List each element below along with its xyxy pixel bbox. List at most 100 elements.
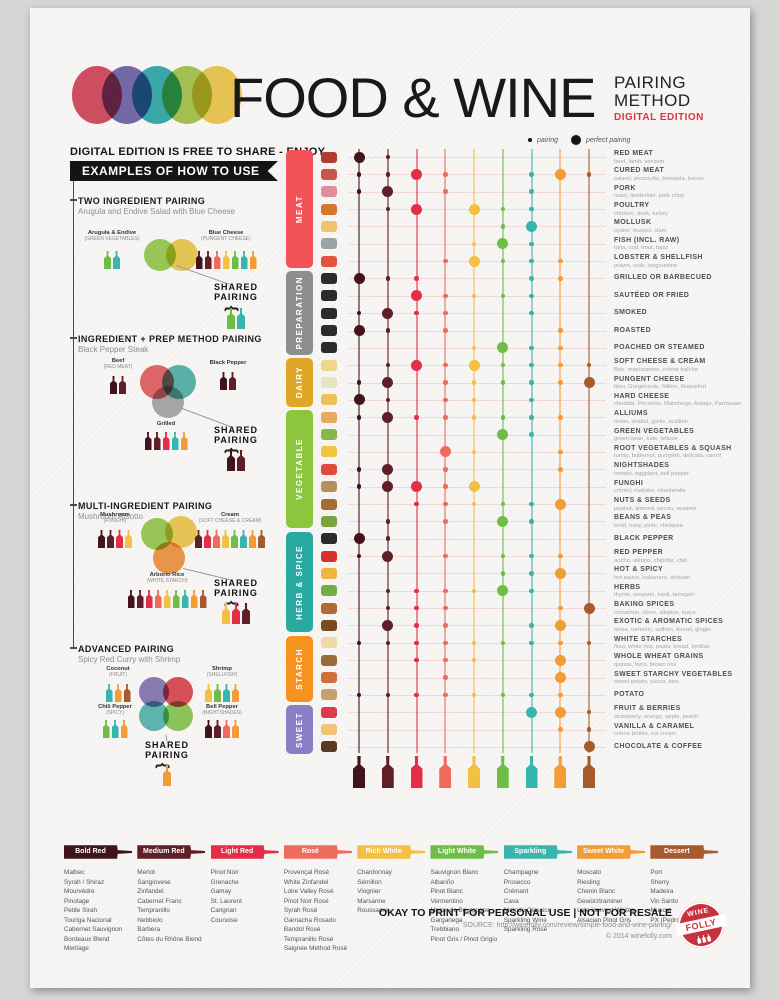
wine-variety: Syrah Rosé xyxy=(283,907,318,914)
pairing-dot xyxy=(443,484,448,489)
row-line xyxy=(348,417,606,419)
food-name: BEANS & PEAS xyxy=(614,514,672,522)
wine-column-line-sparkling xyxy=(530,149,533,753)
pairing-dot xyxy=(443,258,448,264)
wine-bottle-icon xyxy=(240,530,247,548)
ingredient-category: (NIGHTSHADES) xyxy=(202,710,242,716)
pairing-dot xyxy=(385,519,390,524)
pairing-dot xyxy=(529,258,534,264)
wine-bottle-icon xyxy=(227,308,235,329)
wine-bottle-icon xyxy=(199,590,207,608)
row-line xyxy=(348,278,606,280)
edition-label: DIGITAL EDITION xyxy=(614,112,704,123)
wine-type-label: Bold Red xyxy=(75,848,106,855)
tomato-icon xyxy=(321,463,337,475)
wine-bottle-icon xyxy=(496,756,509,788)
wine-bottle-icon xyxy=(220,372,227,390)
wine-bottle-icon xyxy=(181,590,189,608)
pairing-dot xyxy=(500,380,505,385)
chili-icon xyxy=(321,550,337,562)
ingredient-name: Cream xyxy=(220,512,240,518)
bottle-row xyxy=(105,684,131,702)
pairing-dot xyxy=(529,640,534,646)
share-note: DIGITAL EDITION IS FREE TO SHARE - ENJOY xyxy=(70,146,326,158)
pairing-dot xyxy=(471,345,477,351)
wine-variety: Cava xyxy=(503,897,519,905)
wine-bottle-header: Bold Red xyxy=(64,845,132,859)
bottle-row xyxy=(227,308,245,329)
wine-variety-list: Provençal Rosé White Zinfandel Loire Valle… xyxy=(284,868,357,954)
wine-bottle-icon xyxy=(144,432,152,450)
logo-circle-icon xyxy=(192,66,242,124)
row-line xyxy=(348,243,606,245)
ingredient-category: (WHITE STARCH) xyxy=(146,578,188,584)
wine-type-column: Light Red Pinot Noir Grenache Gamay St. Laur… xyxy=(210,844,284,954)
perfect-pairing-dot xyxy=(468,481,480,493)
wine-variety: Bandol Rosé xyxy=(283,926,321,933)
row-line xyxy=(348,330,606,332)
pairing-dot xyxy=(500,224,505,229)
wine-variety: Moscato xyxy=(577,869,602,876)
row-line xyxy=(348,157,606,158)
example-subtitle: Black Pepper Steak xyxy=(78,345,149,354)
chocolate-icon xyxy=(321,741,337,753)
pairing-dot xyxy=(586,727,592,732)
perfect-pairing-dot xyxy=(554,654,566,666)
example-tick xyxy=(70,337,77,339)
pairing-dot xyxy=(558,276,563,281)
wine-bottle-icon xyxy=(127,590,135,608)
wine-bottle-icon xyxy=(231,530,238,548)
pairing-dot xyxy=(414,623,419,628)
perfect-pairing-dot xyxy=(439,446,451,458)
ingredient-label: Cream (SOFT CHEESE & CREAM) xyxy=(190,512,270,524)
smoke-icon xyxy=(321,307,337,319)
category-herb-spice: HERB & SPICE xyxy=(286,531,313,633)
pairing-dot xyxy=(500,692,505,698)
perfect-pairing-dot xyxy=(382,411,394,423)
wine-variety: Cabernet Sauvignon xyxy=(64,926,123,933)
pairing-dot xyxy=(443,657,448,663)
shared-pairing-label: SHARED PAIRING xyxy=(191,578,281,598)
pairing-dot xyxy=(385,154,390,160)
wine-bottle-icon xyxy=(213,530,220,548)
pairing-dot xyxy=(500,501,505,507)
ingredient-category: (FRUIT) xyxy=(108,672,128,678)
food-sub: oyster, mussel, clam xyxy=(614,227,667,234)
perfect-pairing-dot xyxy=(554,168,566,180)
ingredient-name: Coconut xyxy=(106,666,130,672)
wine-variety: Port xyxy=(650,869,663,876)
ingredient-name: Arborio Rice xyxy=(149,572,185,578)
pairing-dot xyxy=(385,397,390,403)
food-name: LOBSTER & SHELLFISH xyxy=(614,254,703,262)
wine-variety: Metodo Classico xyxy=(503,907,552,914)
cured-meat-icon xyxy=(321,168,337,180)
food-name: SAUTÉED OR FRIED xyxy=(614,291,690,299)
wine-lists-section: Bold Red Malbec Syrah / Shiraz Mourvèdre Pin… xyxy=(64,844,724,954)
ingredient-label: Chili Pepper (SPICY) xyxy=(75,704,155,716)
bottle-row xyxy=(222,603,250,624)
pairing-dot xyxy=(500,640,505,646)
category-vegetable: VEGETABLE xyxy=(286,410,313,529)
bottle-row xyxy=(205,720,239,738)
wine-bottle-icon xyxy=(410,756,423,788)
example-title: ADVANCED PAIRING xyxy=(78,644,175,654)
example-subtitle: Arugula and Endive Salad with Blue Chees… xyxy=(78,207,235,216)
pairing-dot xyxy=(443,172,448,177)
food-sub: tomato, eggplant, bell pepper xyxy=(614,470,690,477)
strawberry-icon xyxy=(321,706,337,718)
food-sub: ancho, aleppo, chipotle, chili xyxy=(614,557,687,564)
cinnamon-icon xyxy=(321,602,337,614)
wine-bottle-icon xyxy=(154,590,162,608)
ingredient-label: Mushroom (FUNGHI) xyxy=(75,512,155,524)
row-line xyxy=(348,590,606,592)
perfect-pairing-dot xyxy=(497,238,509,250)
wine-type-column: Sweet White Moscato Riesling Chenin Blanc Ge… xyxy=(577,844,650,954)
perfect-pairing-dot xyxy=(526,706,537,718)
perfect-pairing-dot xyxy=(583,377,595,389)
shared-label-line2: PAIRING xyxy=(214,292,258,302)
wine-variety: Bordeaux Blend xyxy=(64,935,110,943)
category-label: VEGETABLE xyxy=(295,438,304,501)
food-name: POULTRY xyxy=(614,202,650,210)
print-permission-note: OKAY TO PRINT FOR PERSONAL USE | NOT FOR… xyxy=(378,907,672,919)
perfect-pairing-dot xyxy=(468,203,480,215)
